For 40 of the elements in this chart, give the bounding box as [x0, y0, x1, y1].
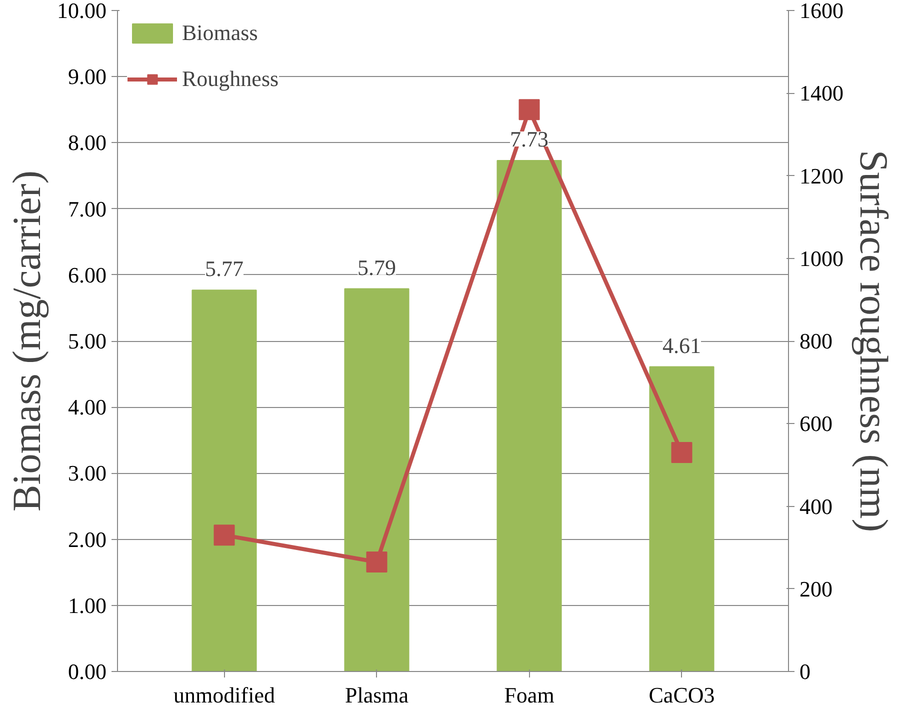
y2-tick-label: 600 — [800, 411, 832, 436]
x-tick-label: unmodified — [174, 682, 275, 708]
bar — [649, 366, 714, 672]
bar — [496, 160, 562, 672]
legend-label: Biomass — [182, 20, 258, 46]
y-tick-label: 5.00 — [68, 328, 106, 354]
y-axis-title: Biomass (mg/carrier) — [4, 170, 49, 512]
data-label: 7.73 — [510, 126, 548, 152]
data-label: 5.79 — [358, 254, 396, 280]
y-tick-label: 4.00 — [68, 394, 106, 420]
y2-tick-label: 400 — [800, 494, 832, 519]
bar — [344, 288, 410, 672]
y-tick-label: 8.00 — [68, 130, 106, 156]
y-tick-label: 9.00 — [68, 64, 106, 90]
legend-label: Roughness — [182, 66, 279, 92]
data-label: 4.61 — [662, 332, 701, 358]
y2-tick-label: 1000 — [800, 246, 844, 271]
point — [518, 99, 540, 120]
point — [214, 524, 235, 546]
y2-tick-label: 0 — [800, 659, 810, 684]
y2-axis-title: Surface roughness (nm) — [852, 150, 896, 532]
data-label: 5.77 — [205, 256, 244, 282]
y2-tick-label: 800 — [800, 328, 832, 354]
y-tick-label: 7.00 — [68, 196, 106, 222]
bar — [192, 290, 257, 672]
point — [671, 442, 692, 464]
y-tick-label: 0.00 — [68, 659, 106, 684]
y-tick-label: 3.00 — [68, 460, 106, 486]
y2-tick-label: 1600 — [800, 0, 844, 23]
x-tick-label: Foam — [504, 682, 554, 708]
y-tick-label: 10.00 — [57, 0, 106, 23]
y2-tick-label: 200 — [800, 576, 832, 602]
y2-tick-label: 1200 — [800, 163, 844, 188]
point — [366, 552, 388, 573]
x-tick-label: Plasma — [344, 682, 409, 708]
y-tick-label: 1.00 — [68, 592, 106, 618]
y2-tick-label: 1400 — [800, 80, 844, 106]
x-tick-label: CaCO3 — [648, 682, 715, 708]
y-tick-label: 2.00 — [68, 526, 106, 552]
y-tick-label: 6.00 — [68, 262, 106, 288]
